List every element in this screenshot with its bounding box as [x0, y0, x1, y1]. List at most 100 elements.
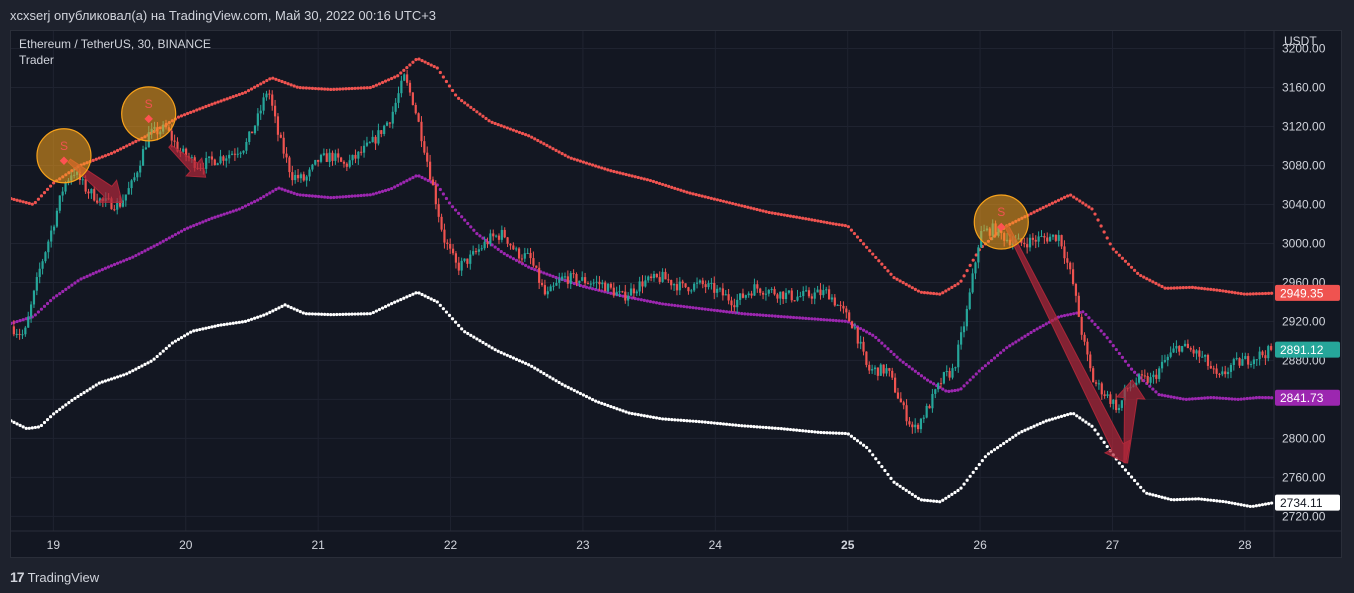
upper-band-point [101, 155, 104, 158]
upper-band-point [326, 88, 329, 91]
lower-band-point [299, 310, 302, 313]
candle-body [699, 280, 701, 282]
lower-band-point [631, 412, 634, 415]
lower-band-point [911, 493, 914, 496]
upper-band-point [363, 86, 366, 89]
middle-band-point [216, 215, 219, 218]
lower-band-point [101, 380, 104, 383]
middle-band-point [990, 359, 993, 362]
middle-band-point [116, 262, 119, 265]
upper-band-point [430, 63, 433, 66]
upper-band-point [554, 149, 557, 152]
upper-band-point [801, 217, 804, 220]
middle-band-point [941, 388, 944, 391]
middle-band-point [1249, 397, 1252, 400]
lower-band-point [195, 329, 198, 332]
middle-band-point [685, 305, 688, 308]
candle-body [308, 170, 310, 177]
lower-band-point [883, 469, 886, 472]
lower-band-point [329, 313, 332, 316]
middle-band-point [314, 195, 317, 198]
candle-body [1078, 296, 1080, 317]
lower-band-point [774, 427, 777, 430]
lower-band-point [427, 296, 430, 299]
middle-band-point [64, 288, 67, 291]
lower-band-point [691, 420, 694, 423]
lower-band-point [162, 349, 165, 352]
upper-band-point [487, 119, 490, 122]
candle-body [506, 237, 508, 243]
middle-band-point [290, 191, 293, 194]
middle-band-point [1039, 326, 1042, 329]
middle-band-point [360, 194, 363, 197]
candle-body [661, 272, 663, 282]
lower-band-point [570, 387, 573, 390]
upper-band-point [131, 141, 134, 144]
y-tick-label: 2800.00 [1282, 431, 1326, 445]
lower-band-point [143, 363, 146, 366]
middle-band-point [521, 262, 524, 265]
candle-body [1244, 356, 1246, 359]
upper-band-point [1145, 277, 1148, 280]
upper-band-point [1206, 287, 1209, 290]
candle-body [182, 149, 184, 152]
lower-band-point [146, 361, 149, 364]
upper-band-point [195, 108, 198, 111]
lower-band-point [387, 303, 390, 306]
candle-body [969, 292, 971, 309]
lower-band-point [247, 319, 250, 322]
candle-body [62, 192, 64, 196]
lower-band-point [229, 322, 232, 325]
lower-band-point [868, 449, 871, 452]
candle-body [851, 321, 853, 328]
lower-band-point [670, 418, 673, 421]
lower-band-point [926, 499, 929, 502]
middle-band-point [804, 317, 807, 320]
lower-band-point [1081, 418, 1084, 421]
symbol-title[interactable]: Ethereum / TetherUS, 30, BINANCE [19, 37, 211, 51]
upper-band-point [226, 97, 229, 100]
lower-band-point [1048, 418, 1051, 421]
middle-band-point [274, 188, 277, 191]
upper-band-point [350, 87, 353, 90]
middle-band-point [113, 263, 116, 266]
candle-body [854, 327, 856, 328]
upper-band-point [1200, 287, 1203, 290]
middle-band-point [807, 317, 810, 320]
upper-band-point [734, 203, 737, 206]
upper-band-point [679, 189, 682, 192]
upper-band-point [469, 106, 472, 109]
candle-body [891, 371, 893, 378]
candle-body [621, 291, 623, 292]
lower-band-point [786, 428, 789, 431]
upper-band-point [929, 292, 932, 295]
lower-band-point [1078, 416, 1081, 419]
middle-band-point [975, 372, 978, 375]
upper-band-point [204, 105, 207, 108]
middle-band-point [816, 318, 819, 321]
x-tick-label: 23 [576, 538, 590, 552]
upper-band-point [847, 225, 850, 228]
middle-band-point [52, 296, 55, 299]
indicator-name[interactable]: Trader [19, 53, 54, 67]
upper-band-point [19, 199, 22, 202]
middle-band-point [156, 243, 159, 246]
middle-band-point [110, 264, 113, 267]
chart-panel[interactable]: S S S 3200.00 3160.00 3120.00 3080.00 3040.00 30… [10, 30, 1342, 558]
candle-body [461, 261, 463, 271]
lower-band-point [134, 367, 137, 370]
middle-band-point [926, 379, 929, 382]
price-chart[interactable]: SSS3200.003160.003120.003080.003040.0030… [11, 31, 1341, 557]
middle-band-point [329, 196, 332, 199]
candle-body [1095, 382, 1097, 383]
middle-band-point [1176, 396, 1179, 399]
candle-body [509, 244, 511, 246]
upper-band-point [1230, 291, 1233, 294]
lower-band-point [618, 408, 621, 411]
lower-band-point [969, 475, 972, 478]
candle-body [633, 288, 635, 293]
candle-body [636, 292, 638, 294]
lower-band-point [621, 409, 624, 412]
upper-band-point [533, 137, 536, 140]
middle-band-point [457, 212, 460, 215]
